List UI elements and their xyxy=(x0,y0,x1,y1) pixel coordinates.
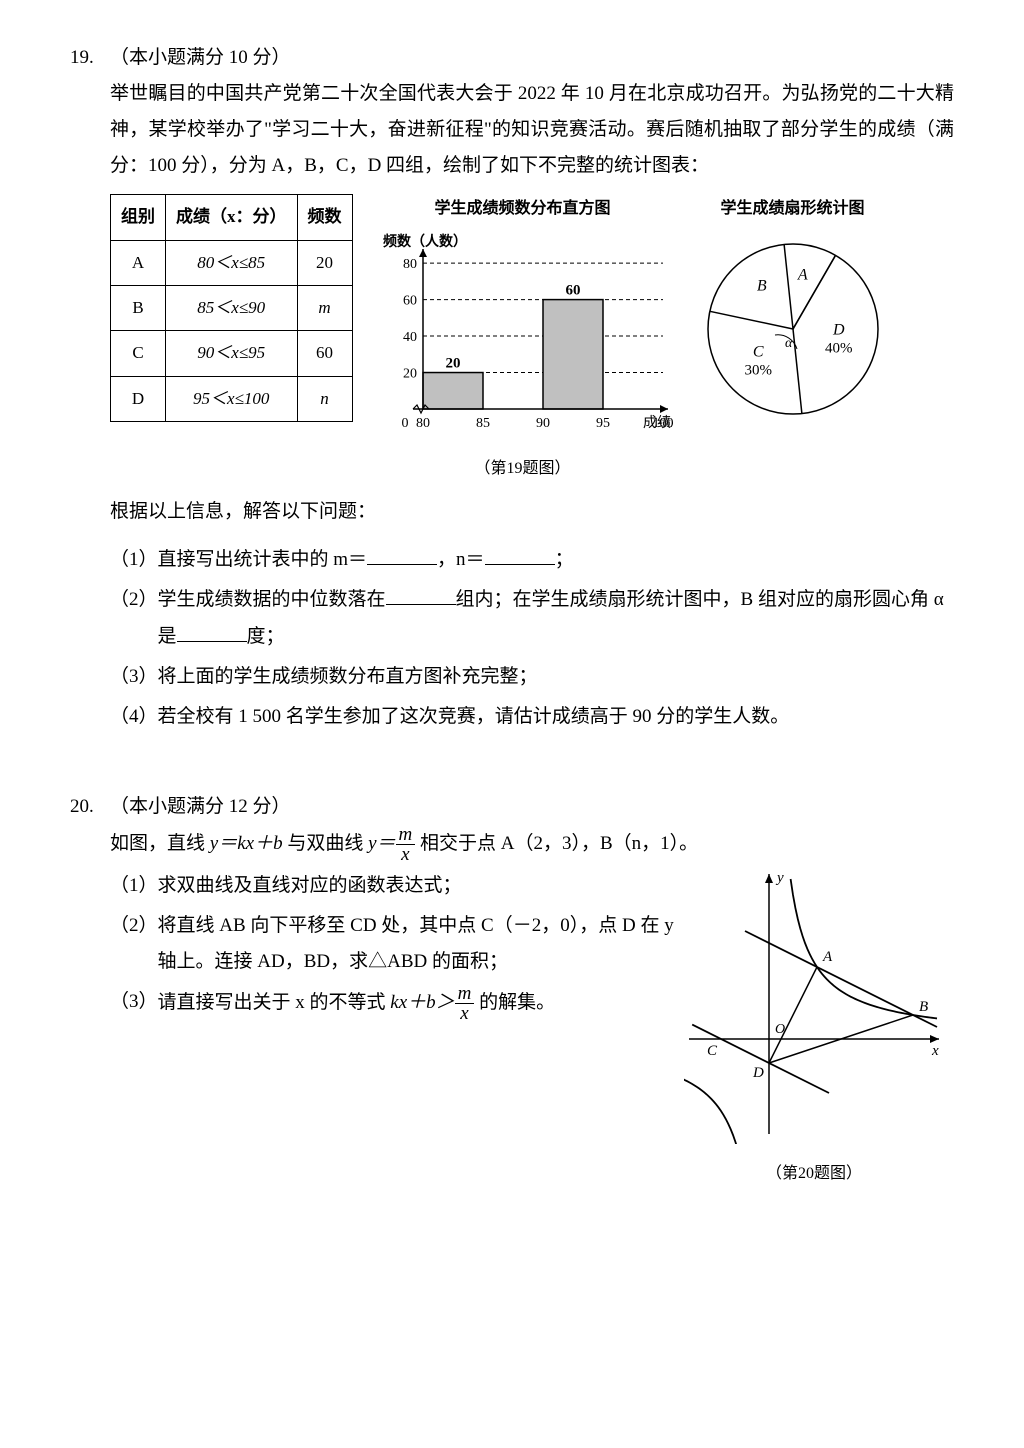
table-row: A 80＜x≤85 20 xyxy=(111,240,353,285)
svg-text:C: C xyxy=(752,343,763,360)
svg-text:y: y xyxy=(775,870,784,886)
problem-number: 20. xyxy=(70,789,110,1190)
function-graph: xyOABCD xyxy=(684,864,944,1144)
header-score: 成绩（x：分） xyxy=(166,195,298,240)
svg-text:80: 80 xyxy=(403,257,417,272)
points-label: （本小题满分 12 分） xyxy=(110,789,954,825)
prompt-text: 根据以上信息，解答以下问题： xyxy=(110,494,954,530)
svg-text:80: 80 xyxy=(416,416,430,431)
problem-19: 19. （本小题满分 10 分） 举世瞩目的中国共产党第二十次全国代表大会于 2… xyxy=(70,40,954,739)
svg-text:0: 0 xyxy=(401,416,408,431)
svg-text:频数（人数）: 频数（人数） xyxy=(383,233,467,250)
svg-text:20: 20 xyxy=(403,366,417,381)
figure-caption: （第20题图） xyxy=(674,1159,954,1189)
svg-text:B: B xyxy=(756,277,766,294)
figure-caption: （第19题图） xyxy=(373,454,673,484)
svg-text:30%: 30% xyxy=(744,362,772,378)
problem-body: （本小题满分 10 分） 举世瞩目的中国共产党第二十次全国代表大会于 2022 … xyxy=(110,40,954,739)
fill-blank xyxy=(177,623,247,642)
svg-text:A: A xyxy=(796,266,807,283)
histogram-title: 学生成绩频数分布直方图 xyxy=(373,194,673,224)
problem-number: 19. xyxy=(70,40,110,739)
sub-question: （2） 将直线 AB 向下平移至 CD 处，其中点 C（－2，0），点 D 在 … xyxy=(110,908,674,980)
problem-20: 20. （本小题满分 12 分） 如图，直线 y＝kx＋b 与双曲线 y＝mx … xyxy=(70,789,954,1190)
svg-text:85: 85 xyxy=(476,416,490,431)
svg-text:D: D xyxy=(752,1065,764,1081)
pie-block: 学生成绩扇形统计图 D40%C30%BAα xyxy=(693,194,893,441)
svg-text:90: 90 xyxy=(536,416,550,431)
frequency-table: 组别 成绩（x：分） 频数 A 80＜x≤85 20 B 85＜x≤90 m xyxy=(110,194,353,421)
sub-question: （2）学生成绩数据的中位数落在组内；在学生成绩扇形统计图中，B 组对应的扇形圆心… xyxy=(110,582,954,654)
svg-text:B: B xyxy=(919,999,928,1015)
svg-text:60: 60 xyxy=(403,293,417,308)
problem-header: 19. （本小题满分 10 分） 举世瞩目的中国共产党第二十次全国代表大会于 2… xyxy=(70,40,954,739)
fill-blank xyxy=(367,546,437,565)
intro-text: 如图，直线 y＝kx＋b 与双曲线 y＝mx 相交于点 A（2，3），B（n，1… xyxy=(110,825,954,864)
problem-body: （本小题满分 12 分） 如图，直线 y＝kx＋b 与双曲线 y＝mx 相交于点… xyxy=(110,789,954,1190)
table-row: C 90＜x≤95 60 xyxy=(111,331,353,376)
svg-text:x: x xyxy=(931,1043,939,1059)
intro-text: 举世瞩目的中国共产党第二十次全国代表大会于 2022 年 10 月在北京成功召开… xyxy=(110,76,954,184)
figures-row: 组别 成绩（x：分） 频数 A 80＜x≤85 20 B 85＜x≤90 m xyxy=(110,194,954,484)
sub-question: （1） 求双曲线及直线对应的函数表达式； xyxy=(110,868,674,904)
table-row: B 85＜x≤90 m xyxy=(111,285,353,330)
sub-question: （3） 请直接写出关于 x 的不等式 kx＋b＞mx 的解集。 xyxy=(110,984,674,1023)
header-freq: 频数 xyxy=(297,195,352,240)
header-group: 组别 xyxy=(111,195,166,240)
fill-blank xyxy=(485,546,555,565)
svg-text:A: A xyxy=(822,949,833,965)
q20-content: （1） 求双曲线及直线对应的函数表达式； （2） 将直线 AB 向下平移至 CD… xyxy=(110,864,954,1189)
histogram-chart: 频数（人数）204060802060808590951000 成绩/分 xyxy=(373,229,673,439)
svg-text:D: D xyxy=(831,321,844,338)
table-header-row: 组别 成绩（x：分） 频数 xyxy=(111,195,353,240)
pie-title: 学生成绩扇形统计图 xyxy=(693,194,893,224)
svg-text:95: 95 xyxy=(596,416,610,431)
svg-text:20: 20 xyxy=(445,355,460,371)
points-label: （本小题满分 10 分） xyxy=(110,40,954,76)
histogram-block: 学生成绩频数分布直方图 频数（人数）2040608020608085909510… xyxy=(373,194,673,484)
sub-question: （1）直接写出统计表中的 m＝，n＝； xyxy=(110,542,954,578)
q20-graph-block: xyOABCD （第20题图） xyxy=(674,864,954,1189)
svg-text:40: 40 xyxy=(403,330,417,345)
svg-text:60: 60 xyxy=(565,282,580,298)
svg-text:40%: 40% xyxy=(824,340,852,356)
sub-question: （4）若全校有 1 500 名学生参加了这次竞赛，请估计成绩高于 90 分的学生… xyxy=(110,699,954,735)
fill-blank xyxy=(386,586,456,605)
problem-header: 20. （本小题满分 12 分） 如图，直线 y＝kx＋b 与双曲线 y＝mx … xyxy=(70,789,954,1190)
svg-text:C: C xyxy=(707,1043,718,1059)
q20-subquestions: （1） 求双曲线及直线对应的函数表达式； （2） 将直线 AB 向下平移至 CD… xyxy=(110,864,674,1027)
svg-text:成绩/分: 成绩/分 xyxy=(643,415,673,431)
table-row: D 95＜x≤100 n xyxy=(111,376,353,421)
sub-questions: （1）直接写出统计表中的 m＝，n＝； （2）学生成绩数据的中位数落在组内；在学生… xyxy=(110,542,954,734)
sub-question: （3）将上面的学生成绩频数分布直方图补充完整； xyxy=(110,659,954,695)
pie-chart: D40%C30%BAα xyxy=(693,229,893,429)
